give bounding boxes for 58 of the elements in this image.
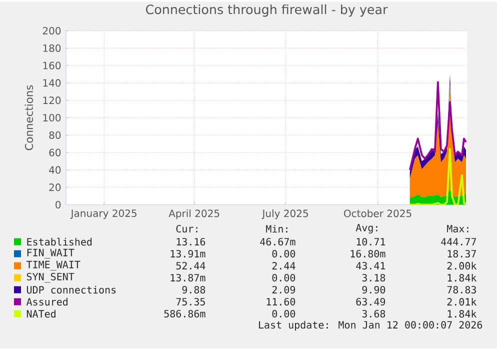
text: 18.37 <box>448 250 476 258</box>
text: 2.00k <box>447 262 477 270</box>
text: Max: <box>447 225 468 233</box>
text: 2.01k <box>447 298 477 306</box>
text: 11.60 <box>266 298 296 306</box>
text: 46.67m <box>260 238 296 246</box>
y-tick-label: 140 <box>43 79 61 87</box>
text: 3.68 <box>362 310 386 318</box>
text: Min: <box>266 225 288 233</box>
y-tick-label: 60 <box>49 148 61 156</box>
text: 78.83 <box>447 286 476 294</box>
x-tick-label: July 2025 <box>262 210 308 220</box>
text: 2.09 <box>272 286 296 294</box>
text: 75.35 <box>176 298 205 306</box>
text: Avg: <box>356 224 378 234</box>
y-tick-label: 20 <box>49 184 61 192</box>
text: 52.44 <box>176 262 206 270</box>
y-tick-label: 180 <box>43 44 61 52</box>
text: 43.41 <box>356 262 386 270</box>
text: Last update: Mon Jan 12 00:00:07 2026 <box>259 321 482 331</box>
legend-label: NATed <box>26 310 56 318</box>
text: 10.71 <box>356 238 386 246</box>
text: Cur: <box>176 225 198 233</box>
text: 1.84k <box>448 310 477 318</box>
legend-label: UDP connections <box>26 286 116 294</box>
y-tick-label: 100 <box>43 114 61 122</box>
y-tick-label: 80 <box>49 131 61 140</box>
y-tick-label: 120 <box>43 96 61 104</box>
legend-label: SYN_SENT <box>26 272 74 283</box>
x-tick-label: January 2025 <box>70 210 136 220</box>
text: 13.91m <box>170 250 206 258</box>
text: 0.00 <box>272 274 296 282</box>
y-axis-title: Connections <box>24 85 34 150</box>
y-tick-label: 200 <box>42 27 61 35</box>
text: 13.87m <box>170 274 206 282</box>
chart-title: Connections through firewall - by year <box>146 4 388 17</box>
text: 9.88 <box>182 286 206 294</box>
text: 0.00 <box>272 250 296 258</box>
text: 2.44 <box>272 262 296 270</box>
y-tick-label: 0 <box>56 201 61 209</box>
text: 1.84k <box>448 274 477 282</box>
text: 586.86m <box>164 310 206 318</box>
text: 9.90 <box>362 286 386 294</box>
legend-label: TIME_WAIT <box>26 261 80 271</box>
legend-label: Established <box>27 238 92 246</box>
y-tick-label: 40 <box>49 166 61 174</box>
legend-label: FIN_WAIT <box>27 249 74 259</box>
text: 0.00 <box>272 310 296 318</box>
x-tick-label: April 2025 <box>168 210 220 220</box>
y-tick-label: 160 <box>43 62 61 70</box>
text: 444.77 <box>441 238 476 246</box>
text: 3.18 <box>362 274 386 282</box>
x-tick-label: October 2025 <box>344 210 412 218</box>
text: 16.80m <box>350 250 386 258</box>
text: 13.16 <box>176 238 206 246</box>
text: 63.49 <box>356 298 386 306</box>
legend-label: Assured <box>26 298 68 306</box>
line-series <box>408 81 467 171</box>
